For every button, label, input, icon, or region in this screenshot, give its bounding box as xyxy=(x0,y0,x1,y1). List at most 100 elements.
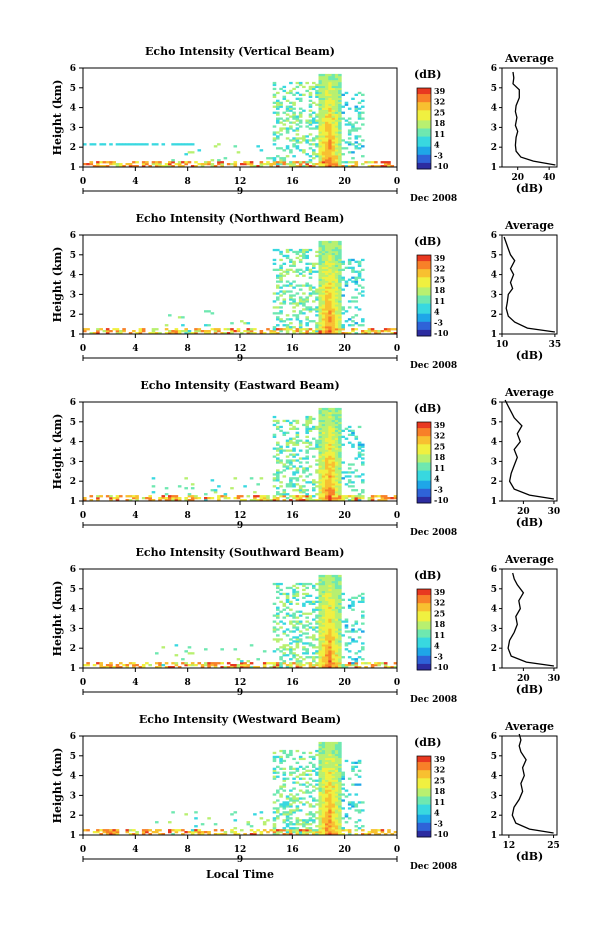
heatmap-cell xyxy=(344,630,349,633)
heatmap-cell xyxy=(308,286,313,289)
heatmap-cell xyxy=(357,594,362,597)
heatmap-cell xyxy=(334,310,339,313)
heatmap-cell xyxy=(347,117,352,120)
heatmap-cell xyxy=(305,620,309,623)
heatmap-cell xyxy=(331,137,336,140)
heatmap-cell xyxy=(334,640,339,643)
heatmap-cell xyxy=(292,473,296,476)
heatmap-cell xyxy=(334,137,339,140)
heatmap-cell xyxy=(338,318,342,321)
heatmap-cell xyxy=(331,135,336,138)
heatmap-cell xyxy=(112,666,116,669)
heatmap-cell xyxy=(292,640,296,643)
heatmap-cell xyxy=(115,497,120,500)
heatmap-cell xyxy=(321,270,326,273)
heatmap-cell xyxy=(269,499,273,502)
heatmap-cell xyxy=(354,803,359,806)
colorbar-tick: 11 xyxy=(434,129,445,139)
heatmap-cell xyxy=(325,330,329,333)
heatmap-cell xyxy=(177,165,182,168)
heatmap-cell xyxy=(305,425,309,429)
heatmap-cell xyxy=(289,797,293,800)
heatmap-cell xyxy=(164,324,169,327)
heatmap-cell xyxy=(125,163,130,166)
heatmap-cell xyxy=(354,773,359,776)
heatmap-cell xyxy=(321,240,326,244)
heatmap-cell xyxy=(305,135,309,138)
heatmap-cell xyxy=(210,664,215,667)
colorbar-swatch xyxy=(417,140,431,144)
heatmap-cell xyxy=(233,648,238,651)
colorbar-swatch xyxy=(417,782,431,785)
heatmap-cell xyxy=(325,75,329,79)
heatmap-cell xyxy=(334,592,339,596)
heatmap-cell xyxy=(318,660,323,663)
heatmap-cell xyxy=(233,664,238,667)
heatmap-cell xyxy=(334,97,339,100)
heatmap-cell xyxy=(331,457,336,460)
colorbar-swatch xyxy=(417,299,431,303)
heatmap-cell xyxy=(305,624,309,627)
heatmap-cell xyxy=(328,300,332,303)
heatmap-cell xyxy=(321,612,326,615)
heatmap-cell xyxy=(145,662,149,665)
heatmap-cell xyxy=(328,314,332,317)
heatmap-cell xyxy=(285,586,290,590)
heatmap-cell xyxy=(321,312,326,315)
heatmap-cell xyxy=(321,489,326,492)
heatmap-cell xyxy=(312,757,316,761)
heatmap-cell xyxy=(302,93,306,96)
heatmap-cell xyxy=(318,117,323,120)
heatmap-cell xyxy=(321,423,326,427)
heatmap-cell xyxy=(328,298,332,301)
heatmap-cell xyxy=(380,499,385,502)
heatmap-cell xyxy=(387,829,391,832)
heatmap-cell xyxy=(361,117,365,120)
heatmap-cell xyxy=(338,286,342,289)
average-title: Average xyxy=(504,386,554,399)
heatmap-cell xyxy=(338,427,342,430)
heatmap-cell xyxy=(302,833,306,836)
heatmap-cell xyxy=(295,91,300,95)
heatmap-cell xyxy=(325,286,329,289)
heatmap-cell xyxy=(321,771,326,774)
heatmap-cell xyxy=(334,596,339,599)
colorbar-swatch xyxy=(417,315,431,319)
heatmap-cell xyxy=(351,330,355,333)
heatmap-cell xyxy=(338,312,342,315)
heatmap-cell xyxy=(141,161,146,164)
heatmap-cell xyxy=(285,493,290,496)
x-tick-label: 8 xyxy=(185,344,191,354)
heatmap-cell xyxy=(328,487,332,490)
heatmap-cell xyxy=(168,330,172,333)
colorbar-tick: 4 xyxy=(434,641,440,651)
heatmap-cell xyxy=(338,89,342,93)
heatmap-cell xyxy=(325,252,329,256)
heatmap-cell xyxy=(276,590,280,594)
colorbar-swatch xyxy=(417,814,431,818)
heatmap-cell xyxy=(289,101,293,104)
heatmap-cell xyxy=(338,328,342,331)
heatmap-cell xyxy=(321,155,326,158)
heatmap-cell xyxy=(298,485,303,488)
heatmap-cell xyxy=(361,829,365,832)
heatmap-cell xyxy=(338,745,342,749)
heatmap-cell xyxy=(279,461,283,464)
heatmap-cell xyxy=(279,163,283,166)
heatmap-cell xyxy=(315,119,319,122)
heatmap-cell xyxy=(357,447,362,450)
heatmap-cell xyxy=(295,141,300,144)
heatmap-cell xyxy=(181,658,185,661)
heatmap-cell xyxy=(312,487,316,490)
heatmap-cell xyxy=(338,753,342,757)
heatmap-cell xyxy=(341,278,345,281)
heatmap-cell xyxy=(213,833,218,836)
heatmap-cell xyxy=(298,634,303,637)
heatmap-cell xyxy=(122,328,126,331)
heatmap-cell xyxy=(338,485,342,488)
colorbar-swatch xyxy=(417,808,431,812)
heatmap-cell xyxy=(351,266,355,269)
heatmap-cell xyxy=(328,763,332,766)
colorbar-swatch xyxy=(417,619,431,622)
